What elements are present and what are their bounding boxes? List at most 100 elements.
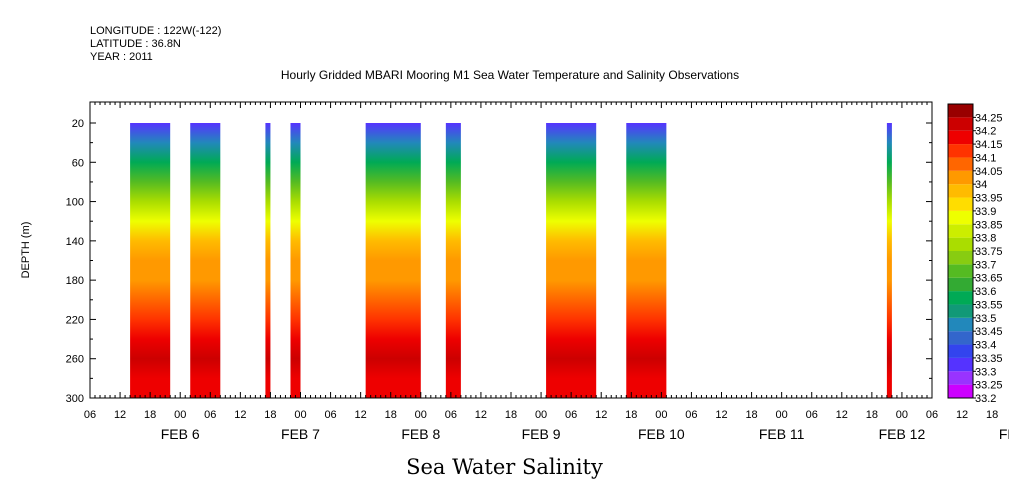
- x-hour-label: 06: [204, 409, 216, 421]
- x-hour-label: 18: [505, 409, 517, 421]
- x-day-label: FEB 8: [401, 426, 440, 442]
- data-segment-2: [190, 123, 221, 398]
- y-tick-label: 100: [66, 197, 84, 209]
- data-segment-4: [290, 123, 301, 398]
- x-day-label: FEB 10: [638, 426, 685, 442]
- x-hour-label: 18: [866, 409, 878, 421]
- colorbar-label: 33.5: [975, 313, 996, 325]
- colorbar-swatch: [948, 277, 973, 292]
- x-hour-label: 00: [655, 409, 667, 421]
- colorbar-swatch: [948, 130, 973, 145]
- x-hour-label: 12: [595, 409, 607, 421]
- data-segment-7: [546, 123, 597, 398]
- colorbar-label: 33.9: [975, 206, 996, 218]
- colorbar-label: 33.85: [975, 219, 1003, 231]
- y-tick-label: 300: [66, 393, 84, 405]
- colorbar-label: 34.15: [975, 139, 1003, 151]
- colorbar-label: 33.8: [975, 233, 996, 245]
- x-day-label: FEB 13: [999, 426, 1009, 442]
- x-hour-label: 06: [84, 409, 96, 421]
- y-tick-label: 220: [66, 314, 84, 326]
- y-tick-label: 260: [66, 354, 84, 366]
- colorbar-swatch: [948, 197, 973, 211]
- colorbar-swatch: [948, 371, 973, 385]
- colorbar-swatch: [948, 344, 973, 358]
- colorbar: 33.233.2533.333.3533.433.4533.533.5533.6…: [947, 103, 1003, 405]
- colorbar-label: 34.05: [975, 166, 1003, 178]
- x-hour-label: 00: [174, 409, 186, 421]
- x-hour-label: 00: [776, 409, 788, 421]
- x-hour-label: 18: [986, 409, 998, 421]
- x-hour-label: 00: [535, 409, 547, 421]
- y-axis: 20 60 100 140 180 220 260 300: [66, 118, 932, 405]
- colorbar-swatch: [948, 251, 973, 265]
- colorbar-swatch: [948, 357, 973, 372]
- x-hour-label: 12: [475, 409, 487, 421]
- colorbar-label: 33.7: [975, 259, 996, 271]
- longitude-label: LONGITUDE : 122W(-122): [90, 25, 222, 37]
- colorbar-swatch: [948, 144, 973, 158]
- x-hour-label: 00: [415, 409, 427, 421]
- colorbar-label: 34.1: [975, 152, 996, 164]
- x-hour-label: 06: [685, 409, 697, 421]
- colorbar-swatch: [948, 331, 973, 345]
- colorbar-swatch: [948, 384, 973, 398]
- colorbar-swatch: [948, 304, 973, 318]
- x-day-label: FEB 6: [161, 426, 200, 442]
- plot-frame-layer: [89, 101, 933, 399]
- x-hour-label: 12: [234, 409, 246, 421]
- x-hour-label: 06: [926, 409, 938, 421]
- colorbar-swatch: [948, 210, 973, 225]
- colorbar-label: 33.65: [975, 273, 1003, 285]
- colorbar-label: 33.4: [975, 340, 996, 352]
- colorbar-label: 33.95: [975, 193, 1003, 205]
- latitude-label: LATITUDE : 36.8N: [90, 38, 181, 50]
- x-hour-label: 12: [355, 409, 367, 421]
- data-segment-1: [130, 123, 171, 398]
- x-hour-label: 00: [896, 409, 908, 421]
- x-hour-label: 06: [445, 409, 457, 421]
- colorbar-label: 33.3: [975, 366, 996, 378]
- x-hour-label: 06: [324, 409, 336, 421]
- x-hour-label: 18: [745, 409, 757, 421]
- y-tick-label: 60: [72, 157, 84, 169]
- colorbar-label: 34.2: [975, 126, 996, 138]
- colorbar-swatch: [948, 157, 973, 171]
- x-hour-label: 00: [294, 409, 306, 421]
- colorbar-swatch: [948, 264, 973, 278]
- x-day-label: FEB 7: [281, 426, 320, 442]
- colorbar-swatch: [948, 224, 973, 238]
- x-hour-label: 18: [385, 409, 397, 421]
- data-segment-9: [886, 123, 892, 398]
- colorbar-swatch: [948, 184, 973, 198]
- colorbar-swatch: [948, 237, 973, 251]
- colorbar-label: 33.6: [975, 286, 996, 298]
- colorbar-swatch: [948, 317, 973, 332]
- colorbar-label: 33.75: [975, 246, 1003, 258]
- y-tick-label: 140: [66, 236, 84, 248]
- colorbar-label: 33.2: [975, 393, 996, 405]
- x-day-label: FEB 9: [522, 426, 561, 442]
- x-hour-label: 12: [836, 409, 848, 421]
- x-hour-label: 18: [264, 409, 276, 421]
- colorbar-label: 34: [975, 179, 987, 191]
- chart-title: Hourly Gridded MBARI Mooring M1 Sea Wate…: [280, 68, 740, 82]
- x-hour-label: 12: [956, 409, 968, 421]
- year-label: YEAR : 2011: [90, 51, 153, 63]
- data-segments: [130, 123, 892, 398]
- x-day-label: FEB 12: [879, 426, 926, 442]
- colorbar-swatch: [948, 104, 973, 118]
- x-hour-label: 12: [114, 409, 126, 421]
- colorbar-label: 33.25: [975, 380, 1003, 392]
- y-tick-label: 20: [72, 118, 84, 130]
- x-axis: 06 12 18 00 06 12 18 00 06 12 18 00 06 12 18 00 06 12 18 00…: [84, 409, 1009, 442]
- colorbar-label: 33.35: [975, 353, 1003, 365]
- x-hour-label: 18: [625, 409, 637, 421]
- x-axis-title: Sea Water Salinity: [406, 455, 603, 479]
- x-hour-label: 18: [144, 409, 156, 421]
- data-segment-5: [365, 123, 421, 398]
- colorbar-label: 34.25: [975, 112, 1003, 124]
- colorbar-label: 33.55: [975, 299, 1003, 311]
- data-segment-6: [445, 123, 461, 398]
